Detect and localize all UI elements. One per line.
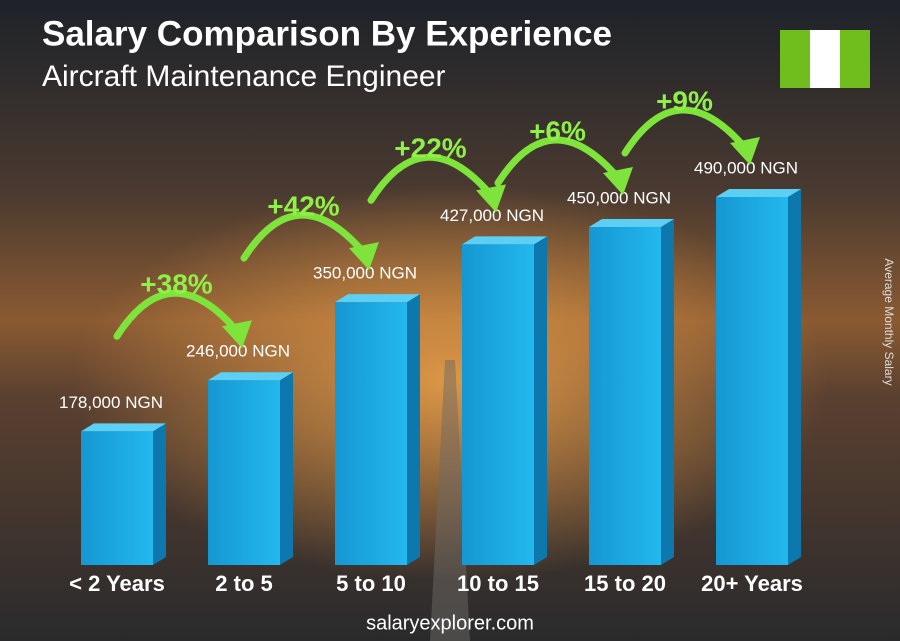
- bar-top: [716, 189, 801, 197]
- bar-top: [589, 219, 674, 228]
- growth-arrowhead: [222, 320, 252, 349]
- value-label: 490,000 NGN: [694, 158, 798, 177]
- growth-arrow: [113, 289, 242, 340]
- growth-arrowhead: [349, 242, 379, 271]
- flag-stripe: [810, 30, 840, 88]
- growth-arrow: [494, 136, 623, 187]
- bar: [208, 380, 280, 565]
- bar: [462, 244, 534, 566]
- value-label: 246,000 NGN: [186, 342, 290, 361]
- runway: [430, 360, 470, 641]
- flag: [780, 30, 870, 88]
- growth-arrow: [367, 153, 496, 204]
- growth-arrowhead: [603, 167, 633, 196]
- bar-top: [81, 423, 166, 432]
- x-tick-label: 15 to 20: [584, 571, 666, 596]
- bar: [81, 431, 153, 565]
- bar-top: [208, 372, 293, 381]
- value-label: 178,000 NGN: [59, 393, 163, 412]
- x-tick-label: < 2 Years: [69, 571, 165, 596]
- bar-top: [462, 236, 547, 245]
- flag-stripe: [780, 30, 810, 88]
- bar-side: [407, 294, 420, 565]
- bar: [716, 197, 788, 565]
- flag-stripe: [840, 30, 870, 88]
- bar-side: [661, 219, 674, 565]
- growth-arrow: [240, 211, 369, 262]
- growth-arrow: [621, 106, 750, 157]
- growth-label: +38%: [140, 269, 212, 300]
- chart-title: Salary Comparison By Experience: [42, 14, 612, 53]
- bar-side: [534, 236, 547, 566]
- x-tick-label: 5 to 10: [336, 571, 406, 596]
- growth-label: +42%: [267, 191, 339, 222]
- bar-side: [280, 372, 293, 565]
- growth-arrowhead: [730, 137, 760, 165]
- bar-top: [335, 294, 420, 303]
- x-tick-label: 20+ Years: [701, 571, 803, 596]
- bar: [589, 227, 661, 565]
- value-label: 427,000 NGN: [440, 206, 544, 225]
- growth-label: +9%: [656, 85, 713, 116]
- growth-arrowhead: [476, 184, 506, 213]
- chart-subtitle: Aircraft Maintenance Engineer: [42, 60, 446, 93]
- footer: salaryexplorer.com: [366, 612, 534, 634]
- growth-label: +22%: [394, 133, 466, 164]
- y-axis-label: Average Monthly Salary: [882, 258, 896, 385]
- value-label: 450,000 NGN: [567, 189, 671, 208]
- value-label: 350,000 NGN: [313, 264, 417, 283]
- x-tick-label: 10 to 15: [457, 571, 539, 596]
- bar-side: [788, 189, 801, 565]
- bar-side: [153, 423, 166, 565]
- growth-label: +6%: [529, 115, 586, 146]
- bar: [335, 302, 407, 565]
- x-tick-label: 2 to 5: [215, 571, 272, 596]
